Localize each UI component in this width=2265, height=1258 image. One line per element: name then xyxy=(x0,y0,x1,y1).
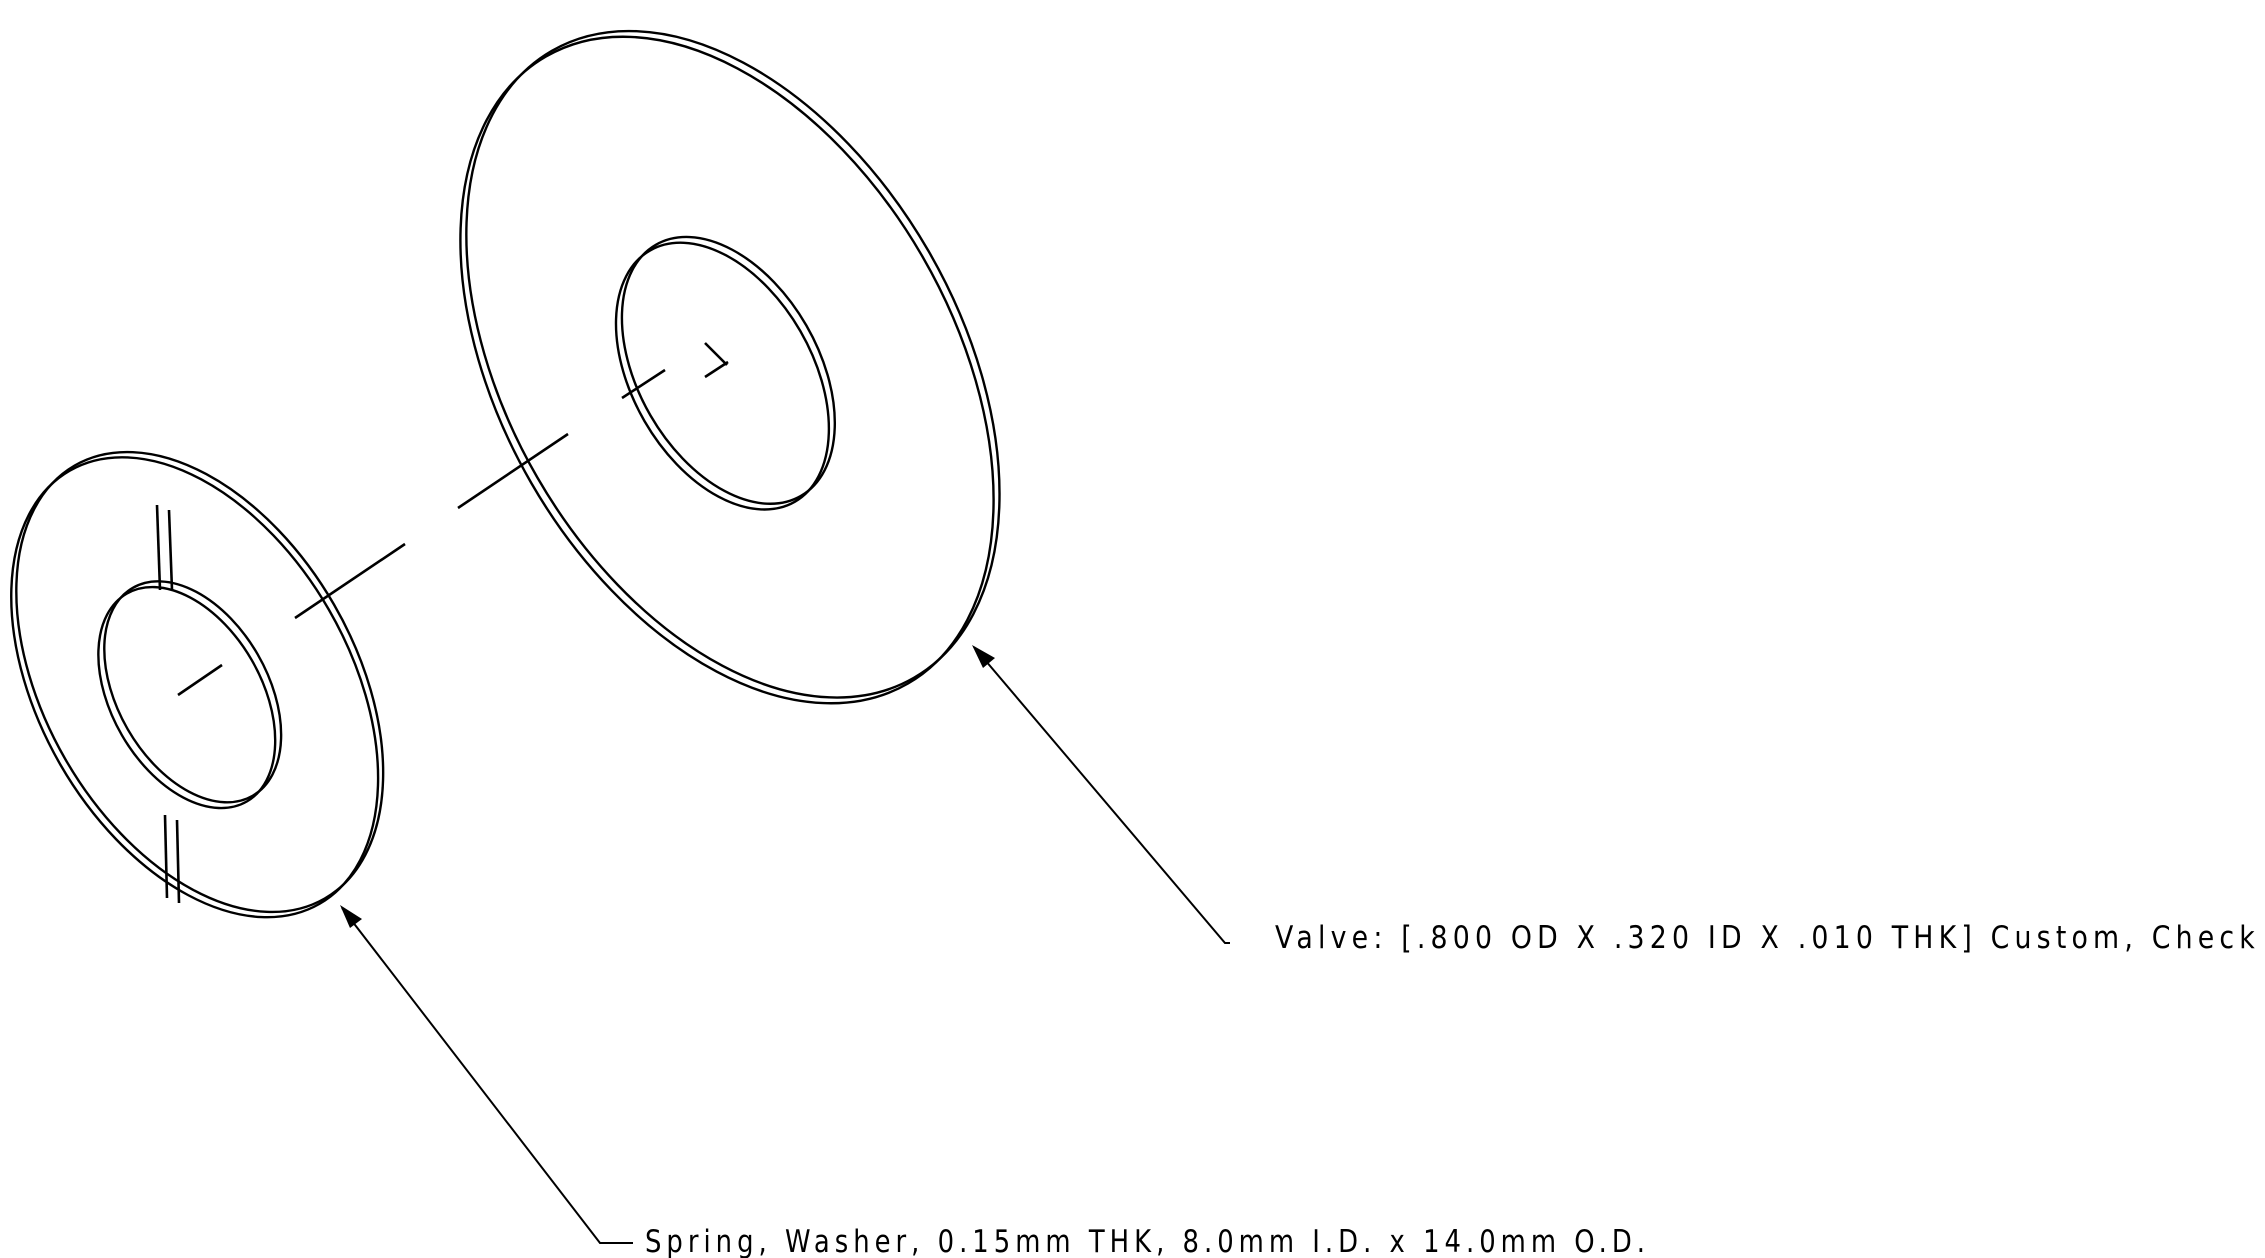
valve-bore-edge-thickness xyxy=(620,235,837,505)
valve-leader xyxy=(972,645,1230,944)
washer-bore-edge-thickness xyxy=(103,580,283,804)
valve-outer-edge xyxy=(459,35,995,705)
valve-disc xyxy=(459,29,1001,705)
valve-bore-edge xyxy=(614,241,831,511)
spring-washer-leader xyxy=(340,905,633,1244)
valve-outer-edge-thickness xyxy=(465,29,1001,699)
spring-washer-disc xyxy=(10,450,385,919)
washer-outer-edge xyxy=(10,456,380,919)
valve-callout-label: Valve: [.800 OD X .320 ID X .010 THK] Cu… xyxy=(1275,920,2260,956)
spring-washer-callout-label: Spring, Washer, 0.15mm THK, 8.0mm I.D. x… xyxy=(645,1224,1650,1258)
spring-washer-leader-arrowhead xyxy=(340,905,362,928)
valve-leader-arrowhead xyxy=(972,645,995,668)
washer-bore-edge xyxy=(97,585,277,810)
washer-outer-edge-thickness xyxy=(15,450,385,914)
washer-slit-lines xyxy=(155,504,181,904)
assembly-centerline xyxy=(177,342,728,697)
